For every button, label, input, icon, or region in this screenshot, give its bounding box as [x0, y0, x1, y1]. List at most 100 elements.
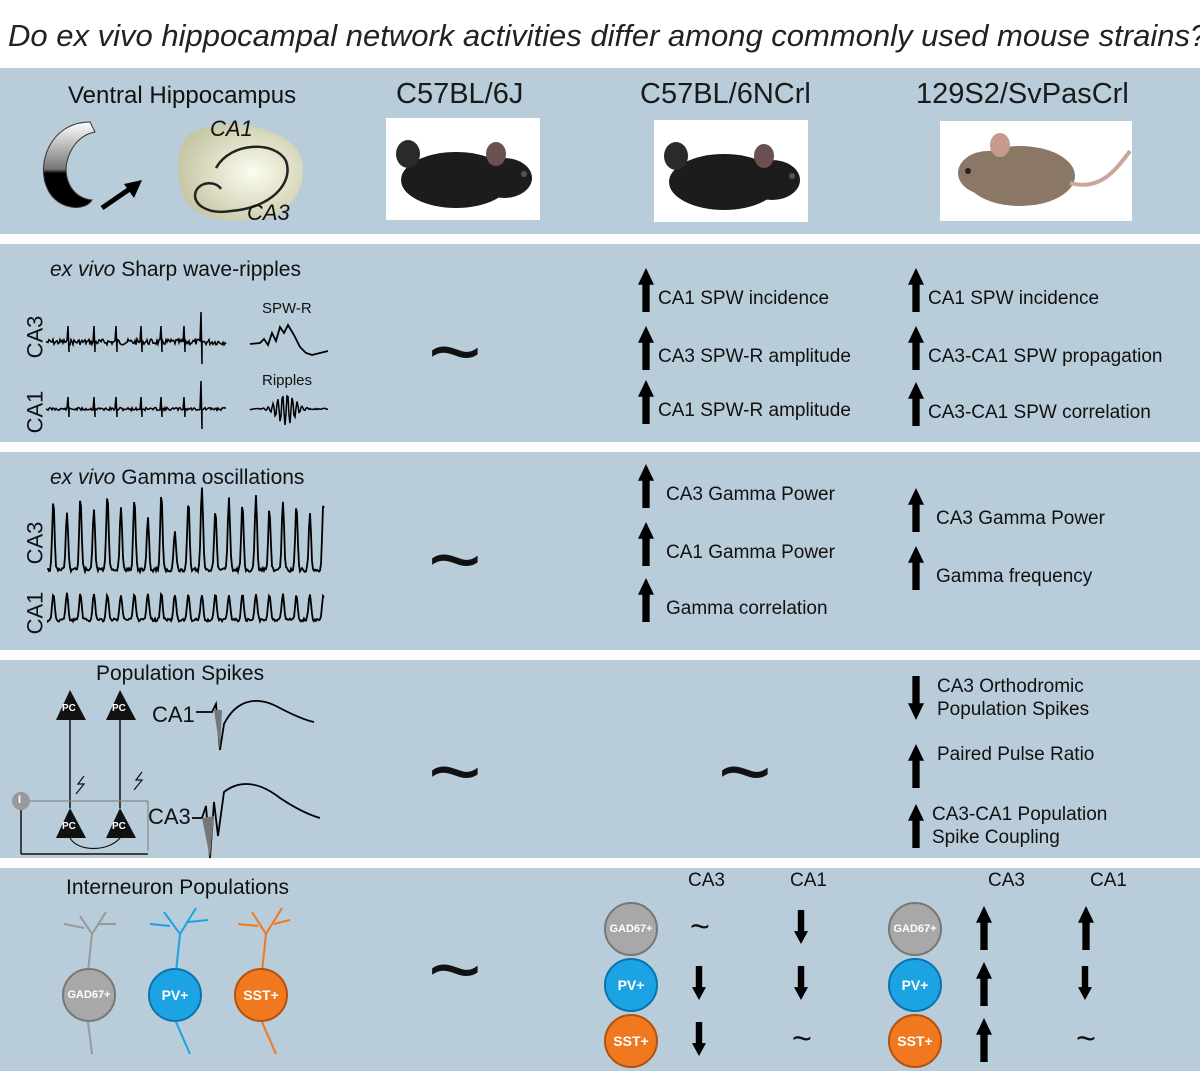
gamma-ca3-label: CA3 [22, 522, 48, 565]
finding-text: CA3 SPW-R amplitude [658, 346, 851, 368]
swr-ca1-label: CA1 [22, 391, 48, 434]
up-arrow-icon [638, 578, 654, 622]
down-arrow-icon [1078, 966, 1092, 1000]
finding-text: CA3-CA1 SPW correlation [928, 402, 1151, 424]
interneuron-title: Interneuron Populations [66, 876, 289, 900]
no-change-tilde: ~ [690, 910, 710, 944]
brown-mouse-image [940, 121, 1132, 221]
black-mouse-image-2 [654, 120, 808, 222]
strain-129s2: 129S2/SvPasCrl [916, 78, 1129, 111]
anatomy-label: Ventral Hippocampus [68, 82, 296, 110]
pc-label-3: PC [62, 821, 76, 832]
gamma-title: ex vivo Gamma oscillations [50, 466, 304, 490]
up-arrow-icon [908, 268, 924, 312]
popspike-finding-text: CA3-CA1 Population [932, 804, 1107, 826]
finding-text: CA3 Gamma Power [936, 508, 1105, 530]
up-arrow-icon [976, 962, 992, 1006]
interneuron-circle-gad67: GAD67+ [604, 902, 658, 956]
finding-text: Gamma frequency [936, 566, 1092, 588]
strain-header-panel: Ventral Hippocampus CA1 CA3 C57BL/6J C57… [0, 68, 1200, 234]
interneuron-label: I [18, 794, 21, 806]
up-arrow-icon [908, 382, 924, 426]
up-arrow-icon [638, 380, 654, 424]
up-arrow-icon [1078, 906, 1094, 950]
swr-ca3-label: CA3 [22, 316, 48, 359]
finding-text: CA1 SPW incidence [928, 288, 1099, 310]
ripples-inset-trace [250, 389, 330, 429]
down-arrow-icon [692, 966, 706, 1000]
popspike-c57n-tilde: ~ [718, 726, 772, 818]
popspike-ca1-trace [196, 690, 316, 760]
pc-label-4: PC [112, 821, 126, 832]
up-arrow-icon [908, 546, 924, 590]
swr-title-rest: Sharp wave-ripples [115, 258, 301, 281]
hippocampus-crescent-icon [40, 120, 100, 210]
ripples-inset-label: Ripples [262, 372, 312, 389]
gamma-ca1-trace [48, 582, 328, 632]
up-arrow-icon [908, 326, 924, 370]
finding-text: CA3-CA1 SPW propagation [928, 346, 1162, 368]
gamma-ca1-label: CA1 [22, 592, 48, 635]
sst-neuron-circle: SST+ [234, 968, 288, 1022]
up-arrow-icon [908, 744, 924, 788]
up-arrow-icon [638, 268, 654, 312]
gamma-ca3-trace [48, 490, 328, 580]
popspike-title: Population Spikes [96, 662, 264, 686]
ca3-region-label: CA3 [247, 200, 290, 226]
figure-title: Do ex vivo hippocampal network activitie… [8, 18, 1200, 54]
swr-ca3-trace [46, 312, 236, 372]
finding-text: CA1 SPW incidence [658, 288, 829, 310]
finding-text: CA3 Gamma Power [666, 484, 835, 506]
down-arrow-icon [692, 1022, 706, 1056]
up-arrow-icon [976, 1018, 992, 1062]
popspike-ca3-label: CA3 [148, 804, 191, 830]
popspike-finding-text: Population Spikes [937, 699, 1089, 721]
popspike-ca3-trace [192, 766, 322, 846]
interneuron-circle-pv: PV+ [604, 958, 658, 1012]
up-arrow-icon [638, 326, 654, 370]
strain-c57bl6j: C57BL/6J [396, 78, 523, 111]
swr-c57j-tilde: ~ [428, 306, 482, 398]
finding-text: CA1 Gamma Power [666, 542, 835, 564]
popspike-finding-text: CA3 Orthodromic [937, 676, 1084, 698]
interneuron-circle-sst: SST+ [888, 1014, 942, 1068]
gamma-title-italic: ex vivo [50, 466, 115, 489]
finding-text: CA1 SPW-R amplitude [658, 400, 851, 422]
circuit-diagram [8, 686, 158, 876]
down-arrow-icon [908, 676, 924, 720]
pc-label-2: PC [112, 703, 126, 714]
black-mouse-image-1 [386, 118, 540, 220]
ca1-region-label: CA1 [210, 116, 253, 142]
finding-text: Gamma correlation [666, 598, 828, 620]
swr-title-italic: ex vivo [50, 258, 115, 281]
swr-panel: ex vivo Sharp wave-ripples CA3 CA1 SPW-R… [0, 244, 1200, 442]
s129-ca1-header: CA1 [1090, 870, 1127, 892]
up-arrow-icon [908, 488, 924, 532]
c57n-ca3-header: CA3 [688, 870, 725, 892]
popspike-finding-text: Paired Pulse Ratio [937, 744, 1094, 766]
interneuron-circle-gad67: GAD67+ [888, 902, 942, 956]
gad67-neuron-circle: GAD67+ [62, 968, 116, 1022]
up-arrow-icon [908, 804, 924, 848]
down-arrow-icon [794, 910, 808, 944]
up-arrow-icon [638, 464, 654, 508]
gamma-c57j-tilde: ~ [428, 514, 482, 606]
strain-c57bl6ncrl: C57BL/6NCrl [640, 78, 811, 111]
swr-ca1-trace [46, 379, 236, 439]
gamma-panel: ex vivo Gamma oscillations CA3 CA1 ~ CA3… [0, 452, 1200, 650]
popspike-panel: Population Spikes PC PC PC PC I CA1 CA3 … [0, 660, 1200, 858]
popspike-ca1-label: CA1 [152, 702, 195, 728]
interneuron-c57j-tilde: ~ [428, 924, 482, 1016]
up-arrow-icon [976, 906, 992, 950]
popspike-finding-text: Spike Coupling [932, 827, 1060, 849]
spw-r-inset-trace [250, 319, 330, 369]
up-arrow-icon [638, 522, 654, 566]
pv-neuron-circle: PV+ [148, 968, 202, 1022]
pc-label-1: PC [62, 703, 76, 714]
interneuron-panel: Interneuron Populations GAD67+ PV+ SST+ … [0, 868, 1200, 1071]
arrow-icon [98, 176, 148, 216]
interneuron-circle-sst: SST+ [604, 1014, 658, 1068]
gamma-title-rest: Gamma oscillations [115, 466, 304, 489]
swr-title: ex vivo Sharp wave-ripples [50, 258, 301, 282]
down-arrow-icon [794, 966, 808, 1000]
